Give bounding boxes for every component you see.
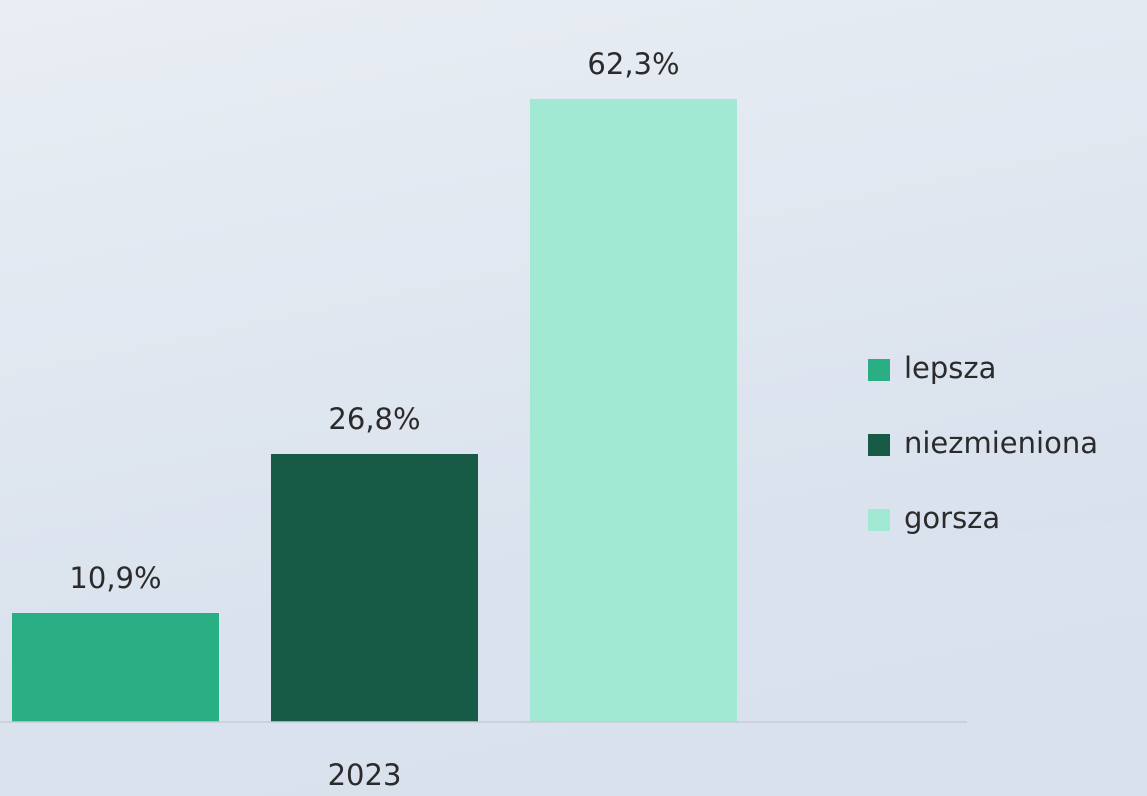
legend-label: niezmieniona [904,426,1098,460]
bar [12,613,219,722]
data-label: 26,8% [328,402,420,436]
legend-label: lepsza [904,351,996,385]
x-tick-label: 2023 [328,758,402,792]
bar [271,454,478,722]
data-label: 62,3% [587,47,679,81]
legend-swatch [868,434,890,456]
legend-swatch [868,359,890,381]
data-label: 10,9% [69,561,161,595]
legend-swatch [868,509,890,531]
legend-label: gorsza [904,501,1000,535]
bar [530,99,737,722]
